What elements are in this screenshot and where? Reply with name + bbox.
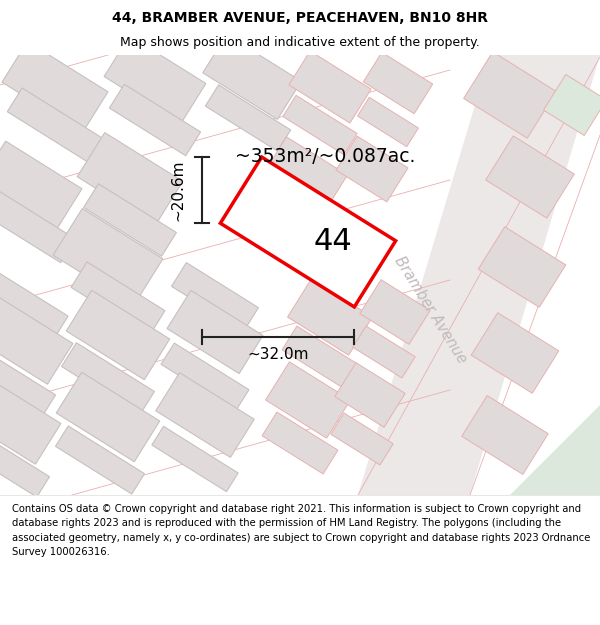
Polygon shape (353, 326, 415, 378)
Polygon shape (282, 326, 358, 388)
Polygon shape (109, 84, 200, 156)
Polygon shape (468, 405, 600, 495)
Polygon shape (544, 74, 600, 136)
Polygon shape (7, 88, 103, 162)
Polygon shape (152, 426, 238, 492)
Polygon shape (336, 136, 408, 202)
Polygon shape (2, 41, 108, 132)
Polygon shape (55, 426, 145, 494)
Polygon shape (363, 52, 433, 114)
Polygon shape (203, 34, 301, 119)
Polygon shape (172, 262, 259, 331)
Polygon shape (277, 194, 353, 256)
Polygon shape (77, 132, 183, 226)
Polygon shape (331, 413, 393, 465)
Polygon shape (0, 141, 82, 233)
Text: ~20.6m: ~20.6m (171, 159, 186, 221)
Text: Contains OS data © Crown copyright and database right 2021. This information is : Contains OS data © Crown copyright and d… (12, 504, 590, 558)
Polygon shape (287, 279, 373, 355)
Polygon shape (161, 343, 249, 411)
Polygon shape (0, 429, 50, 497)
Text: Bramber Avenue: Bramber Avenue (391, 254, 469, 366)
Polygon shape (335, 362, 405, 428)
Polygon shape (0, 376, 61, 464)
Polygon shape (0, 268, 68, 342)
Polygon shape (266, 362, 350, 438)
Polygon shape (220, 157, 395, 307)
Polygon shape (205, 85, 290, 151)
Polygon shape (283, 96, 357, 154)
Text: 44, BRAMBER AVENUE, PEACEHAVEN, BN10 8HR: 44, BRAMBER AVENUE, PEACEHAVEN, BN10 8HR (112, 11, 488, 24)
Polygon shape (66, 290, 170, 380)
Text: 44: 44 (314, 228, 352, 256)
Text: Map shows position and indicative extent of the property.: Map shows position and indicative extent… (120, 36, 480, 49)
Polygon shape (360, 279, 430, 344)
Polygon shape (53, 209, 163, 306)
Polygon shape (156, 372, 254, 458)
Polygon shape (262, 412, 338, 474)
Polygon shape (56, 372, 160, 462)
Text: ~32.0m: ~32.0m (248, 348, 309, 362)
Polygon shape (478, 227, 566, 308)
Polygon shape (0, 296, 73, 384)
Polygon shape (358, 98, 418, 147)
Text: ~353m²/~0.087ac.: ~353m²/~0.087ac. (235, 148, 415, 166)
Polygon shape (471, 312, 559, 393)
Polygon shape (485, 136, 574, 218)
Polygon shape (358, 55, 600, 495)
Polygon shape (289, 51, 371, 123)
Polygon shape (0, 348, 56, 419)
Polygon shape (464, 52, 556, 138)
Polygon shape (62, 342, 154, 415)
Polygon shape (83, 184, 176, 256)
Polygon shape (462, 396, 548, 474)
Polygon shape (71, 262, 165, 336)
Polygon shape (263, 137, 347, 213)
Polygon shape (167, 291, 263, 374)
Polygon shape (0, 191, 76, 262)
Polygon shape (104, 36, 206, 124)
